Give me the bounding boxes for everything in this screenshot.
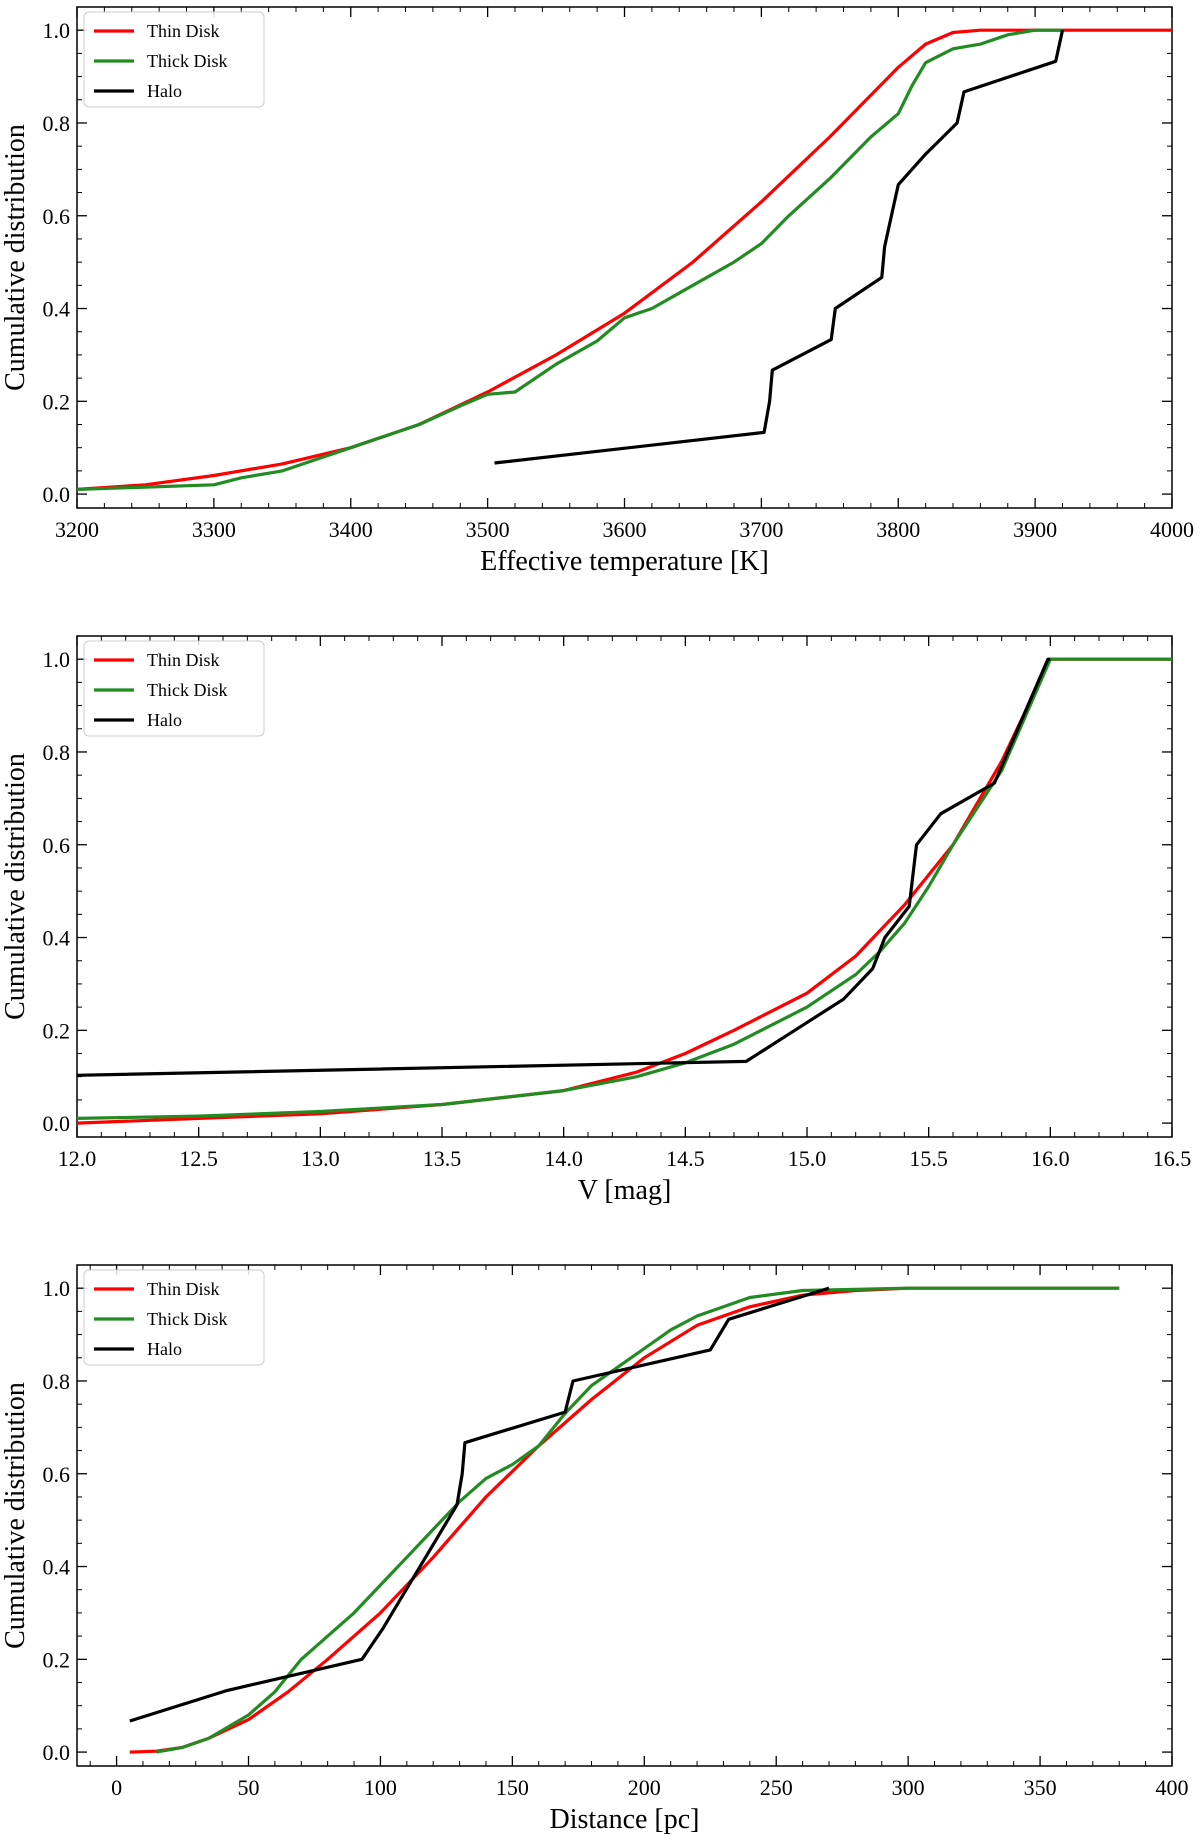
- x-tick-label: 0: [111, 1775, 122, 1800]
- x-tick-label: 13.0: [301, 1146, 340, 1171]
- x-tick-label: 300: [892, 1775, 925, 1800]
- x-tick-label: 50: [238, 1775, 260, 1800]
- legend-box: [83, 1269, 265, 1366]
- series-line-thin-disk: [76, 28, 1172, 491]
- x-tick-label: 100: [364, 1775, 397, 1800]
- chart-panel-3: 0 50 100 150 200 250 300 350 400 0.0 0.2 0.4 0.6 0.8 1…: [0, 1264, 1189, 1835]
- x-axis-label: V [mag]: [578, 1175, 672, 1206]
- legend-label-thin-disk: Thin Disk: [147, 650, 220, 670]
- x-tick-label: 250: [760, 1775, 793, 1800]
- legend-label-thin-disk: Thin Disk: [147, 21, 220, 41]
- x-tick-label: 400: [1156, 1775, 1189, 1800]
- x-tick-label: 3500: [466, 517, 510, 542]
- series-line-halo: [494, 29, 1065, 465]
- series-line-halo: [76, 657, 1051, 1077]
- x-axis-label: Distance [pc]: [549, 1804, 699, 1835]
- series-line-thick-disk: [76, 657, 1172, 1120]
- y-axis-label: Cumulative distribution: [0, 753, 31, 1020]
- y-tick-label: 1.0: [43, 18, 71, 43]
- x-tick-label: 3900: [1013, 517, 1057, 542]
- y-tick-label: 0.4: [43, 1555, 71, 1580]
- x-tick-label: 15.5: [909, 1146, 948, 1171]
- legend-box: [83, 640, 265, 737]
- y-tick-label: 0.0: [43, 482, 71, 507]
- y-tick-label: 0.8: [43, 740, 71, 765]
- y-tick-label: 0.2: [43, 1018, 71, 1043]
- x-tick-label: 3400: [329, 517, 373, 542]
- plot-frame: [76, 1264, 1173, 1767]
- series-line-thick-disk: [76, 28, 1063, 491]
- x-tick-label: 14.0: [544, 1146, 583, 1171]
- y-tick-label: 0.2: [43, 389, 71, 414]
- legend-label-thin-disk: Thin Disk: [147, 1279, 220, 1299]
- x-tick-label: 12.5: [179, 1146, 218, 1171]
- legend-label-halo: Halo: [147, 81, 182, 101]
- x-tick-label: 3300: [192, 517, 236, 542]
- series-line-thick-disk: [155, 1286, 1120, 1754]
- legend: Thin Disk Thick Disk Halo: [83, 640, 265, 737]
- x-tick-label: 3600: [603, 517, 647, 542]
- chart-panel-1: 3200 3300 3400 3500 3600 3700 3800 3900 4000 0.0 0…: [0, 6, 1194, 577]
- legend-label-halo: Halo: [147, 1339, 182, 1359]
- y-tick-label: 0.6: [43, 1462, 71, 1487]
- x-tick-label: 13.5: [423, 1146, 462, 1171]
- x-tick-label: 15.0: [788, 1146, 827, 1171]
- y-tick-label: 0.8: [43, 111, 71, 136]
- x-tick-label: 4000: [1150, 517, 1194, 542]
- x-tick-label: 200: [628, 1775, 661, 1800]
- x-tick-label: 14.5: [666, 1146, 705, 1171]
- legend-label-thick-disk: Thick Disk: [147, 51, 228, 71]
- chart-panel-2: 12.0 12.5 13.0 13.5 14.0 14.5 15.0 15.5 16.0 16.5…: [0, 635, 1192, 1206]
- x-tick-label: 16.5: [1153, 1146, 1192, 1171]
- y-tick-label: 0.0: [43, 1111, 71, 1136]
- y-axis-label: Cumulative distribution: [0, 124, 31, 391]
- x-tick-label: 12.0: [58, 1146, 97, 1171]
- plot-frame: [76, 635, 1173, 1138]
- series-line-halo: [129, 1286, 830, 1723]
- y-tick-label: 0.6: [43, 833, 71, 858]
- x-tick-label: 3200: [55, 517, 99, 542]
- legend-label-thick-disk: Thick Disk: [147, 680, 228, 700]
- x-tick-label: 350: [1024, 1775, 1057, 1800]
- legend: Thin Disk Thick Disk Halo: [83, 11, 265, 108]
- y-tick-label: 1.0: [43, 647, 71, 672]
- y-axis-label: Cumulative distribution: [0, 1382, 31, 1649]
- x-tick-label: 3700: [739, 517, 783, 542]
- y-tick-label: 0.0: [43, 1740, 71, 1765]
- x-tick-label: 3800: [876, 517, 920, 542]
- legend-label-halo: Halo: [147, 710, 182, 730]
- y-tick-label: 0.2: [43, 1647, 71, 1672]
- x-tick-label: 16.0: [1031, 1146, 1070, 1171]
- x-axis-label: Effective temperature [K]: [480, 546, 769, 577]
- legend-box: [83, 11, 265, 108]
- y-tick-label: 0.4: [43, 297, 71, 322]
- series-line-thin-disk: [129, 1286, 1120, 1754]
- x-tick-label: 150: [496, 1775, 529, 1800]
- legend-label-thick-disk: Thick Disk: [147, 1309, 228, 1329]
- y-tick-label: 0.6: [43, 204, 71, 229]
- y-tick-label: 0.8: [43, 1369, 71, 1394]
- legend: Thin Disk Thick Disk Halo: [83, 1269, 265, 1366]
- y-tick-label: 0.4: [43, 926, 71, 951]
- y-tick-label: 1.0: [43, 1276, 71, 1301]
